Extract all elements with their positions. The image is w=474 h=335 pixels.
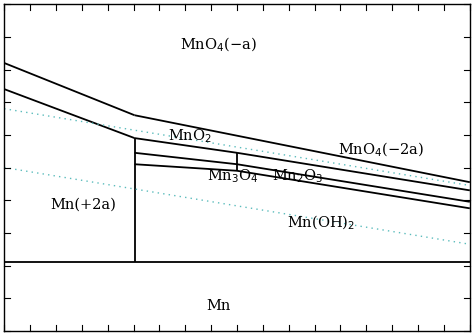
Text: MnO$_2$: MnO$_2$ [168, 128, 212, 145]
Text: Mn: Mn [206, 299, 230, 313]
Text: MnO$_4$(−2a): MnO$_4$(−2a) [338, 140, 424, 159]
Text: Mn(OH)$_2$: Mn(OH)$_2$ [287, 214, 355, 232]
Text: Mn$_3$O$_4$: Mn$_3$O$_4$ [207, 167, 258, 185]
Text: Mn$_2$O$_3$: Mn$_2$O$_3$ [272, 167, 323, 185]
Text: MnO$_4$(−a): MnO$_4$(−a) [180, 36, 257, 54]
Text: Mn(+2a): Mn(+2a) [50, 198, 116, 212]
